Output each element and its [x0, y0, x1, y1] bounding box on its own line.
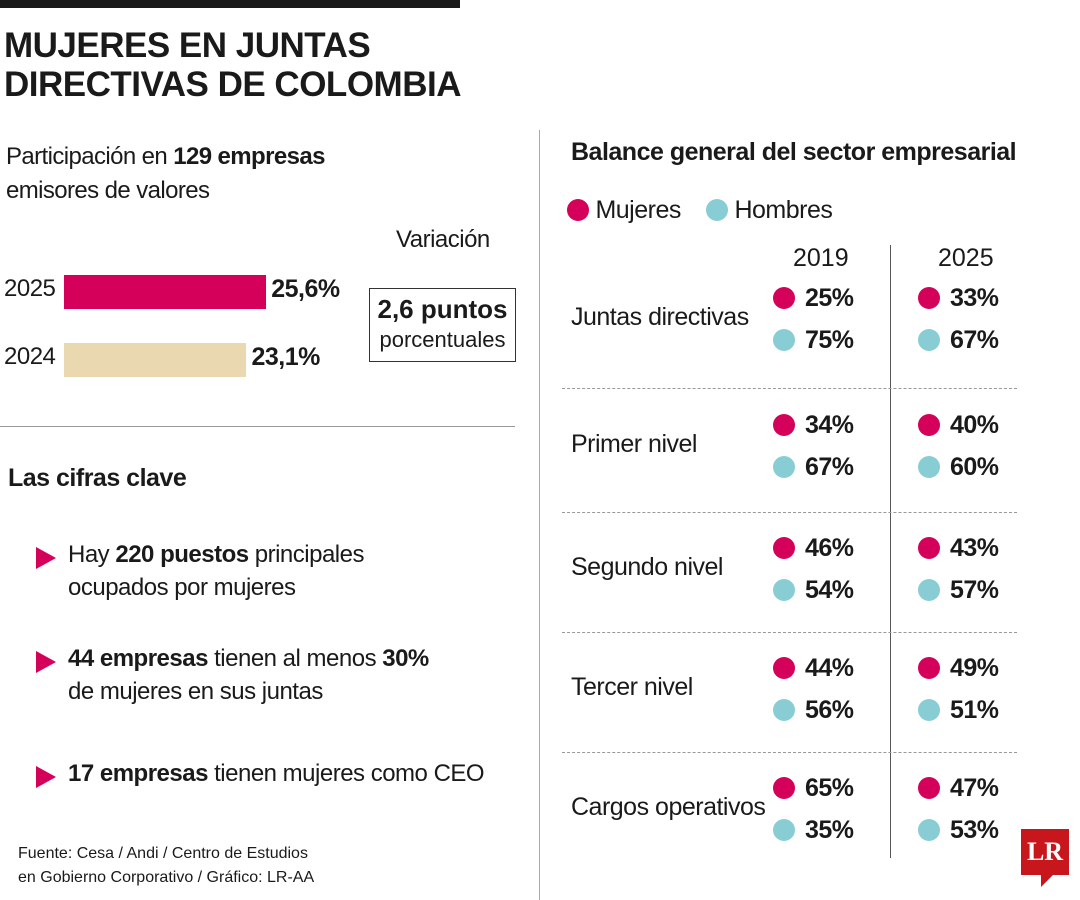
row-separator: [562, 632, 1017, 633]
key-figure-item: 17 empresas tienen mujeres como CEO: [36, 757, 485, 790]
column-divider: [890, 245, 891, 858]
key-figures-title: Las cifras clave: [8, 464, 187, 492]
row-label: Juntas directivas: [571, 303, 749, 331]
triangle-bullet-icon: [36, 766, 56, 788]
cell-hombres: 56%: [773, 696, 854, 725]
top-rule: [0, 0, 460, 8]
hombres-dot-icon: [773, 579, 795, 601]
triangle-bullet-icon: [36, 651, 56, 673]
divider: [0, 426, 515, 427]
mujeres-dot-icon: [567, 199, 589, 221]
lr-logo: LR: [1021, 829, 1069, 887]
cell-mujeres: 40%: [918, 411, 999, 440]
hombres-dot-icon: [918, 329, 940, 351]
cell-hombres: 75%: [773, 326, 854, 355]
key-figure-item: Hay 220 puestos principales ocupados por…: [36, 538, 365, 604]
row-separator: [562, 388, 1017, 389]
variation-label: Variación: [396, 226, 490, 253]
table-title: Balance general del sector empresarial: [571, 138, 1017, 166]
hombres-dot-icon: [918, 456, 940, 478]
bar-value-label: 23,1%: [251, 343, 320, 371]
bar-2024: [64, 343, 247, 377]
cell-hombres: 51%: [918, 696, 999, 725]
column-2019: 2019: [793, 244, 849, 272]
bar-category-label: 2024: [4, 343, 56, 370]
cell-hombres: 67%: [773, 453, 854, 482]
triangle-bullet-icon: [36, 547, 56, 569]
mujeres-dot-icon: [773, 287, 795, 309]
cell-mujeres: 47%: [918, 774, 999, 803]
page-title: MUJERES EN JUNTAS DIRECTIVAS DE COLOMBIA: [4, 26, 461, 104]
mujeres-dot-icon: [773, 414, 795, 436]
mujeres-dot-icon: [918, 287, 940, 309]
hombres-dot-icon: [918, 699, 940, 721]
hombres-dot-icon: [773, 699, 795, 721]
row-label: Primer nivel: [571, 430, 697, 458]
row-label: Cargos operativos: [571, 793, 766, 821]
column-2025: 2025: [938, 244, 994, 272]
mujeres-dot-icon: [918, 537, 940, 559]
row-label: Tercer nivel: [571, 673, 693, 701]
cell-hombres: 54%: [773, 576, 854, 605]
cell-hombres: 67%: [918, 326, 999, 355]
cell-mujeres: 33%: [918, 284, 999, 313]
cell-mujeres: 25%: [773, 284, 854, 313]
cell-mujeres: 46%: [773, 534, 854, 563]
hombres-dot-icon: [918, 579, 940, 601]
cell-hombres: 60%: [918, 453, 999, 482]
row-separator: [562, 752, 1017, 753]
variation-box: 2,6 puntos porcentuales: [369, 288, 516, 362]
cell-mujeres: 44%: [773, 654, 854, 683]
divider: [539, 130, 540, 900]
cell-hombres: 57%: [918, 576, 999, 605]
subtitle: Participación en 129 empresas emisores de…: [6, 143, 325, 204]
cell-hombres: 35%: [773, 816, 854, 845]
key-figure-item: 44 empresas tienen al menos 30% de mujer…: [36, 642, 429, 708]
mujeres-dot-icon: [918, 414, 940, 436]
bar-value-label: 25,6%: [271, 275, 340, 303]
legend-hombres: Hombres: [706, 196, 833, 225]
mujeres-dot-icon: [773, 657, 795, 679]
cell-mujeres: 34%: [773, 411, 854, 440]
hombres-dot-icon: [706, 199, 728, 221]
source: Fuente: Cesa / Andi / Centro de Estudios…: [18, 845, 315, 886]
hombres-dot-icon: [773, 456, 795, 478]
hombres-dot-icon: [773, 329, 795, 351]
hombres-dot-icon: [773, 819, 795, 841]
cell-hombres: 53%: [918, 816, 999, 845]
row-label: Segundo nivel: [571, 553, 723, 581]
hombres-dot-icon: [918, 819, 940, 841]
bar-category-label: 2025: [4, 275, 56, 302]
cell-mujeres: 43%: [918, 534, 999, 563]
mujeres-dot-icon: [918, 777, 940, 799]
cell-mujeres: 49%: [918, 654, 999, 683]
mujeres-dot-icon: [773, 537, 795, 559]
cell-mujeres: 65%: [773, 774, 854, 803]
row-separator: [562, 512, 1017, 513]
mujeres-dot-icon: [918, 657, 940, 679]
mujeres-dot-icon: [773, 777, 795, 799]
legend-mujeres: Mujeres: [567, 196, 681, 225]
bar-2025: [64, 275, 267, 309]
